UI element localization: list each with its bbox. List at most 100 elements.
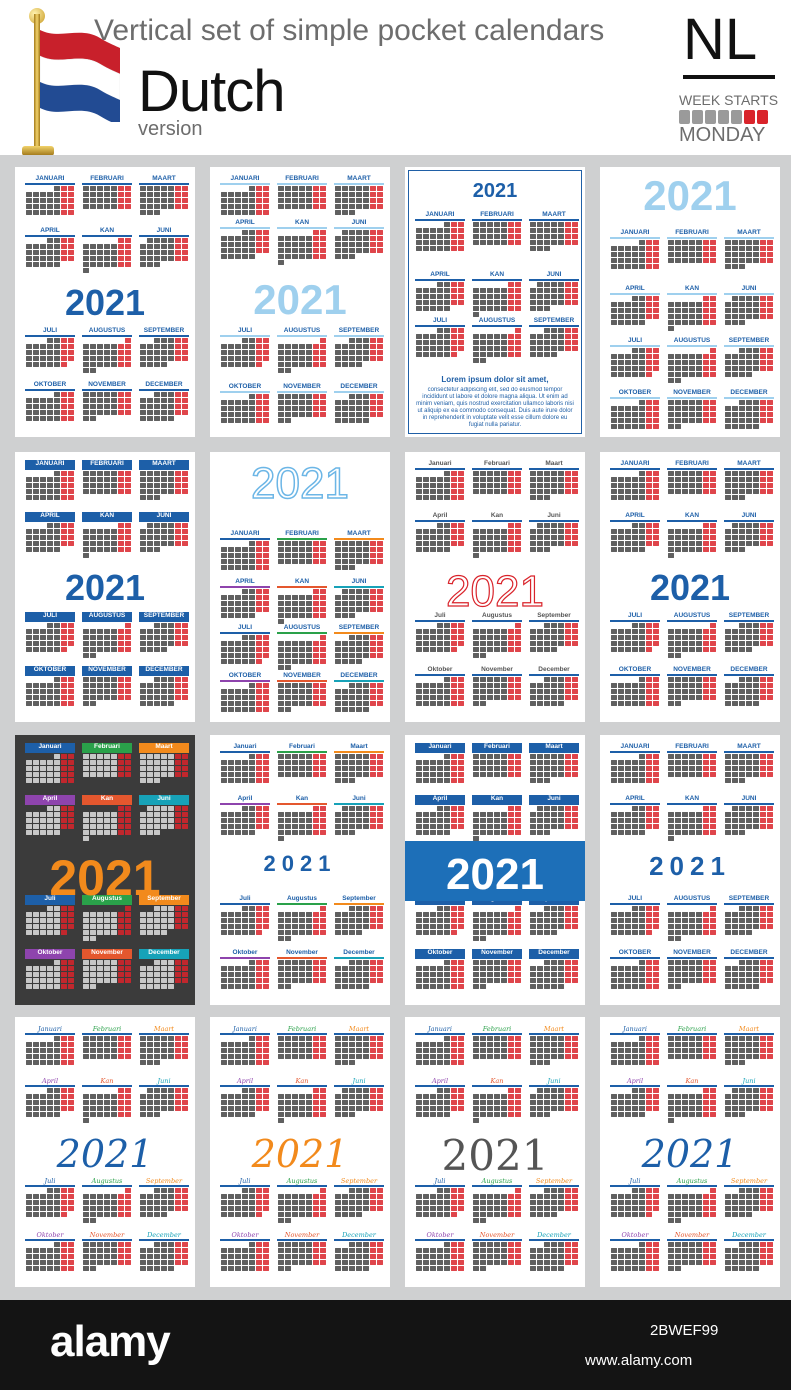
day-cell	[299, 412, 305, 417]
day-cell	[451, 222, 457, 227]
day-cell	[40, 198, 46, 203]
day-cell	[313, 412, 319, 417]
day-cell	[632, 647, 638, 652]
day-cell	[83, 250, 89, 255]
day-cell	[675, 529, 681, 534]
day-cell	[668, 412, 674, 417]
day-cell	[551, 352, 557, 357]
day-cell	[168, 641, 174, 646]
day-cell	[111, 677, 117, 682]
month-block: DECEMBER	[724, 666, 774, 713]
day-cell	[292, 338, 298, 343]
day-cell	[430, 677, 436, 682]
week-row	[82, 362, 132, 367]
day-cell	[767, 424, 773, 429]
day-cell	[572, 306, 578, 311]
week-row	[139, 629, 189, 634]
weekday-header	[415, 520, 465, 522]
day-cell	[61, 523, 67, 528]
day-cell	[147, 647, 153, 652]
day-cell	[530, 623, 536, 628]
day-cell	[182, 344, 188, 349]
day-cell	[668, 647, 674, 652]
day-cell	[147, 398, 153, 403]
day-cell	[228, 571, 234, 576]
day-cell	[40, 422, 46, 427]
day-cell	[256, 236, 262, 241]
day-cell	[320, 192, 326, 197]
day-cell	[285, 713, 291, 718]
month-block: JANUARI	[220, 530, 270, 577]
week-row	[277, 635, 327, 640]
day-cell	[278, 412, 284, 417]
day-cell	[306, 242, 312, 247]
day-cell	[689, 406, 695, 411]
week-row	[220, 368, 270, 373]
day-cell	[611, 495, 617, 500]
week-row	[82, 204, 132, 209]
day-cell	[285, 400, 291, 405]
day-cell	[104, 778, 110, 783]
day-cell	[61, 647, 67, 652]
day-cell	[61, 635, 67, 640]
day-cell	[416, 623, 422, 628]
day-cell	[125, 368, 131, 373]
day-cell	[299, 601, 305, 606]
day-cell	[501, 541, 507, 546]
day-cell	[725, 553, 731, 558]
day-cell	[175, 653, 181, 658]
day-cell	[140, 553, 146, 558]
day-cell	[147, 689, 153, 694]
day-cell	[68, 250, 74, 255]
day-cell	[320, 695, 326, 700]
day-cell	[154, 529, 160, 534]
month-block: September	[529, 612, 579, 659]
day-cell	[530, 683, 536, 688]
day-cell	[161, 553, 167, 558]
day-cell	[47, 477, 53, 482]
day-cell	[515, 222, 521, 227]
week-row	[334, 565, 384, 570]
week-row	[472, 222, 522, 227]
month-block: JUNI	[334, 219, 384, 266]
day-cell	[689, 523, 695, 528]
day-cell	[515, 228, 521, 233]
day-cell	[725, 264, 731, 269]
day-cell	[544, 483, 550, 488]
day-cell	[104, 338, 110, 343]
day-cell	[444, 228, 450, 233]
weekday-header	[82, 335, 132, 337]
day-cell	[653, 412, 659, 417]
day-cell	[689, 707, 695, 712]
day-cell	[515, 282, 521, 287]
day-cell	[653, 378, 659, 383]
day-cell	[356, 418, 362, 423]
day-cell	[494, 641, 500, 646]
month-block: JUNI	[139, 512, 189, 559]
day-cell	[696, 348, 702, 353]
day-cell	[501, 701, 507, 706]
day-cell	[760, 246, 766, 251]
day-cell	[97, 806, 103, 811]
day-cell	[285, 338, 291, 343]
day-cell	[739, 406, 745, 411]
day-cell	[118, 707, 124, 712]
day-cell	[221, 601, 227, 606]
day-cell	[235, 589, 241, 594]
week-row	[667, 418, 717, 423]
day-cell	[285, 701, 291, 706]
day-cell	[725, 320, 731, 325]
day-cell	[356, 362, 362, 367]
day-cell	[572, 547, 578, 552]
day-cell	[263, 689, 269, 694]
week-row	[667, 240, 717, 245]
day-cell	[544, 306, 550, 311]
day-cell	[147, 483, 153, 488]
day-cell	[494, 501, 500, 506]
week-day-swatch	[679, 110, 690, 124]
day-cell	[530, 677, 536, 682]
day-cell	[54, 362, 60, 367]
week-row	[610, 246, 660, 251]
week-row	[724, 320, 774, 325]
day-cell	[682, 406, 688, 411]
